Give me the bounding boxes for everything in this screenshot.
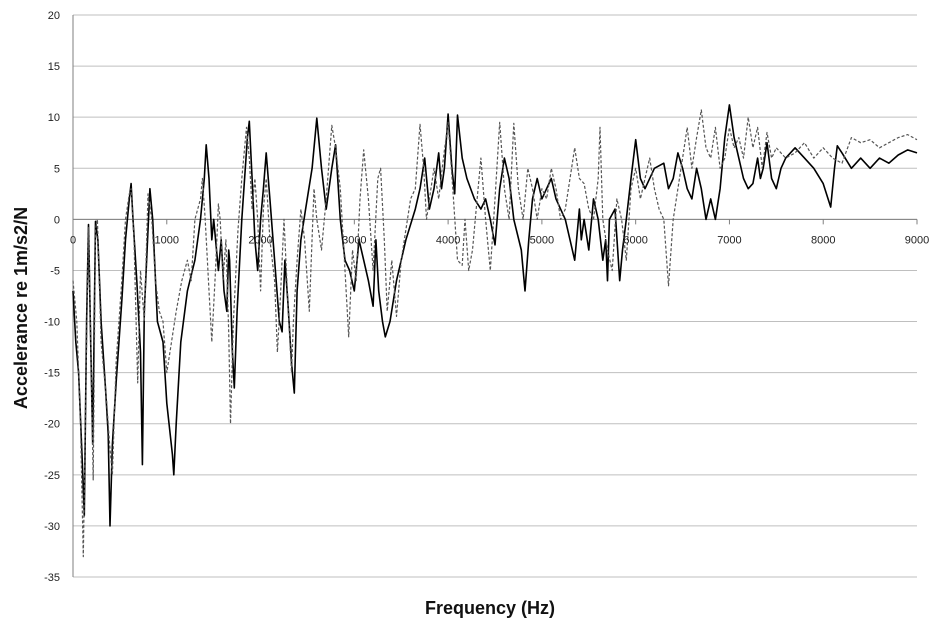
x-tick-labels: 0 1000 2000 3000 4000 5000 6000 7000 8000 9000 (70, 234, 929, 246)
x-tick-label: 8000 (811, 234, 835, 246)
y-tick-label: -30 (44, 521, 60, 533)
y-tick-label: -20 (44, 419, 60, 431)
series-line-solid (72, 104, 918, 527)
x-tick-label: 9000 (905, 234, 929, 246)
y-tick-label: -35 (44, 572, 60, 584)
y-tick-label: 20 (48, 10, 60, 22)
series-line-dashed (72, 109, 918, 558)
data-series (72, 104, 918, 558)
y-tick-label: -5 (50, 265, 60, 277)
x-tick-label: 6000 (623, 234, 647, 246)
x-tick-label: 5000 (530, 234, 554, 246)
y-tick-label: 5 (54, 163, 60, 175)
y-tick-labels: -35 -30 -25 -20 -15 -10 -5 0 5 10 15 20 (44, 10, 60, 584)
x-tick-label: 0 (70, 234, 76, 246)
x-axis-title: Frequency (Hz) (425, 598, 555, 618)
y-axis-title: Accelerance re 1m/s2/N (11, 207, 31, 409)
y-tick-label: -25 (44, 470, 60, 482)
x-tick-label: 4000 (436, 234, 460, 246)
y-tick-label: 0 (54, 214, 60, 226)
x-tick-label: 3000 (342, 234, 366, 246)
gridlines (72, 14, 917, 578)
y-tick-label: 10 (48, 112, 60, 124)
y-tick-label: -15 (44, 368, 60, 380)
y-tick-label: -10 (44, 317, 60, 329)
y-tick-label: 15 (48, 61, 60, 73)
x-tick-label: 1000 (155, 234, 179, 246)
x-tick-label: 2000 (248, 234, 272, 246)
x-tick-label: 7000 (717, 234, 741, 246)
